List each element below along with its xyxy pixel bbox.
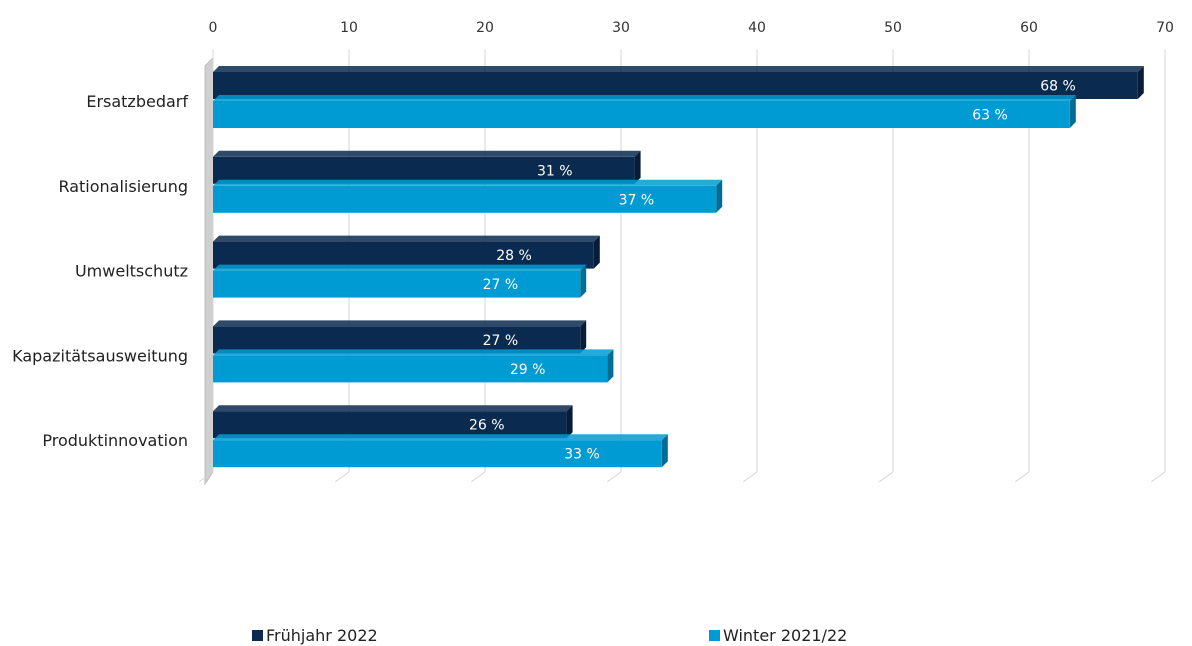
bar-top-face xyxy=(213,150,641,157)
bar-top-face xyxy=(213,434,668,441)
bar-side-face xyxy=(661,434,668,468)
category-label: Produktinnovation xyxy=(42,431,188,450)
bar-side-face xyxy=(607,349,614,383)
bar-top-face xyxy=(213,179,723,186)
gridline-floor xyxy=(1014,471,1030,483)
bar-top-face xyxy=(213,66,1144,72)
category-labels: Ersatzbedarf Rationalisierung Umweltschutz… xyxy=(12,92,188,450)
bar-side-face xyxy=(580,320,587,354)
data-label: 28 % xyxy=(496,248,532,264)
x-tick-label: 60 xyxy=(1020,20,1038,36)
bar-side-face xyxy=(593,235,600,269)
data-label: 37 % xyxy=(619,192,655,208)
category-label: Kapazitätsausweitung xyxy=(12,346,188,365)
bar-top-face xyxy=(213,264,587,271)
bar-winter xyxy=(213,101,1070,128)
bar-side-face xyxy=(716,179,723,213)
x-axis-ticks: 0 10 20 30 40 50 60 70 xyxy=(209,20,1174,36)
legend-item-fruehjahr: Frühjahr 2022 xyxy=(252,626,378,645)
category-label: Umweltschutz xyxy=(75,262,188,281)
gridline-floor xyxy=(198,471,214,483)
data-label: 27 % xyxy=(483,277,519,293)
gridline-floor xyxy=(742,471,758,483)
category-label: Rationalisierung xyxy=(58,177,188,196)
x-tick-label: 50 xyxy=(884,20,902,36)
bar-top-face xyxy=(213,95,1076,101)
x-tick-label: 70 xyxy=(1156,20,1174,36)
bar-winter xyxy=(213,440,662,468)
data-label: 68 % xyxy=(1040,79,1076,95)
x-tick-label: 40 xyxy=(748,20,766,36)
legend-label-winter: Winter 2021/22 xyxy=(723,626,848,645)
x-tick-label: 20 xyxy=(476,20,494,36)
bar-fruehjahr xyxy=(213,411,567,439)
left-wall xyxy=(204,56,214,486)
legend-swatch-fruehjahr xyxy=(252,630,263,641)
bar-fruehjahr xyxy=(213,72,1138,99)
gridline-floor xyxy=(334,471,350,483)
bar-top-face xyxy=(213,235,600,242)
bar-winter xyxy=(213,355,608,383)
bar-fruehjahr xyxy=(213,241,594,269)
data-label: 26 % xyxy=(469,418,505,434)
legend-item-winter: Winter 2021/22 xyxy=(709,626,847,645)
bar-side-face xyxy=(634,150,641,184)
x-tick-label: 30 xyxy=(612,20,630,36)
bar-top-face xyxy=(213,405,573,412)
data-label: 31 % xyxy=(537,163,573,179)
bar-winter xyxy=(213,270,581,298)
gridline-floor xyxy=(470,471,486,483)
legend-swatch-winter xyxy=(709,630,720,641)
bar-side-face xyxy=(566,405,573,439)
data-label: 33 % xyxy=(564,447,600,463)
bar-winter xyxy=(213,185,717,213)
bars-layer: 68 % 63 % 31 % 37 % 28 % 27 % 27 % 29 % 26 % 33 % xyxy=(213,66,1144,468)
gridline-floor xyxy=(1150,471,1166,483)
bar-fruehjahr xyxy=(213,326,581,354)
data-label: 27 % xyxy=(483,333,519,349)
bar-fruehjahr xyxy=(213,156,635,184)
bar-side-face xyxy=(580,264,587,298)
x-tick-label: 0 xyxy=(209,20,218,36)
bar-top-face xyxy=(213,349,614,356)
legend-label-fruehjahr: Frühjahr 2022 xyxy=(266,626,378,645)
data-label: 63 % xyxy=(972,108,1008,124)
gridline-floor xyxy=(878,471,894,483)
bar-side-face xyxy=(1069,95,1076,128)
bar-top-face xyxy=(213,320,587,327)
x-tick-label: 10 xyxy=(340,20,358,36)
category-label: Ersatzbedarf xyxy=(86,92,188,111)
bar-side-face xyxy=(1137,66,1144,99)
data-label: 29 % xyxy=(510,362,546,378)
gridline-floor xyxy=(606,471,622,483)
